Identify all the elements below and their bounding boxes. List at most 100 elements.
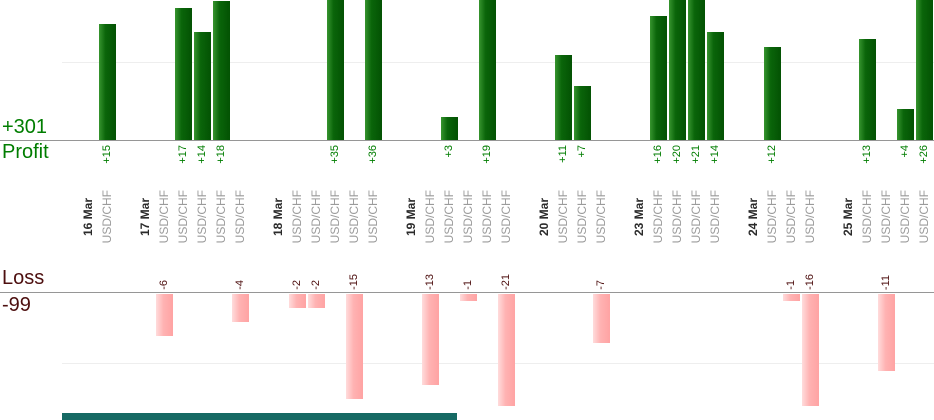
profit-bar <box>688 0 705 140</box>
symbol-label-text: USD/CHF <box>707 190 722 244</box>
symbol-label: USD/CHF <box>763 186 781 248</box>
value-text: -1 <box>461 280 474 290</box>
profit-bar <box>669 0 686 140</box>
profit-axis-line <box>0 140 934 141</box>
value-text: +12 <box>765 145 778 164</box>
symbol-label: USD/CHF <box>801 186 819 248</box>
profit-bar <box>916 0 933 140</box>
symbol-label: USD/CHF <box>573 186 591 248</box>
value-text: +19 <box>480 145 493 164</box>
value-text: -15 <box>347 274 360 290</box>
loss-value-label: -13 <box>421 274 439 290</box>
loss-value-label: -21 <box>497 274 515 290</box>
value-text: +17 <box>176 145 189 164</box>
symbol-label-text: USD/CHF <box>175 190 190 244</box>
symbol-label: USD/CHF <box>459 186 477 248</box>
symbol-label-text: USD/CHF <box>422 190 437 244</box>
symbol-label: USD/CHF <box>212 186 230 248</box>
loss-value-label: -2 <box>288 280 306 290</box>
profit-value-label: +19 <box>478 145 496 164</box>
value-text: +36 <box>366 145 379 164</box>
loss-bar <box>346 294 363 399</box>
symbol-label: USD/CHF <box>478 186 496 248</box>
loss-value-label: -6 <box>155 280 173 290</box>
profit-value-label: +7 <box>573 145 591 158</box>
symbol-label-text: USD/CHF <box>650 190 665 244</box>
profit-bar <box>441 116 458 140</box>
loss-bar <box>156 294 173 336</box>
profit-value-label: +17 <box>174 145 192 164</box>
loss-bar <box>783 294 800 301</box>
date-label-text: 23 Mar <box>631 197 646 237</box>
loss-caption-label: Loss <box>2 267 45 289</box>
value-text: +21 <box>689 145 702 164</box>
symbol-label-text: USD/CHF <box>916 190 931 244</box>
date-label-text: 18 Mar <box>270 197 285 237</box>
date-label-text: 19 Mar <box>403 197 418 237</box>
symbol-label-text: USD/CHF <box>764 190 779 244</box>
loss-value-label: -11 <box>877 275 895 290</box>
symbol-label-text: USD/CHF <box>441 190 456 244</box>
value-text: +7 <box>575 145 588 158</box>
profit-value-label: +14 <box>193 145 211 164</box>
date-label-text: 20 Mar <box>536 197 551 237</box>
value-text: +20 <box>670 145 683 164</box>
bottom-partial-bar <box>62 413 457 420</box>
loss-value-label: -1 <box>459 280 477 290</box>
symbol-label-text: USD/CHF <box>897 190 912 244</box>
value-text: +35 <box>328 145 341 164</box>
value-text: -4 <box>233 280 246 290</box>
value-text: +14 <box>195 145 208 164</box>
value-text: -21 <box>499 274 512 290</box>
profit-bar <box>707 31 724 140</box>
symbol-label-text: USD/CHF <box>327 190 342 244</box>
loss-value-label: -16 <box>801 274 819 290</box>
value-text: -7 <box>594 280 607 290</box>
loss-value-label: -15 <box>345 274 363 290</box>
loss-bar <box>308 294 325 308</box>
profit-value-label: +12 <box>763 145 781 164</box>
date-label-text: 16 Mar <box>80 197 95 237</box>
symbol-label-text: USD/CHF <box>232 190 247 244</box>
symbol-label-text: USD/CHF <box>783 190 798 244</box>
symbol-label-text: USD/CHF <box>213 190 228 244</box>
profit-bar <box>650 16 667 140</box>
value-text: +11 <box>556 145 569 163</box>
symbol-label: USD/CHF <box>592 186 610 248</box>
symbol-label: USD/CHF <box>706 186 724 248</box>
profit-value-label: +3 <box>440 145 458 158</box>
loss-bar <box>289 294 306 308</box>
symbol-label-text: USD/CHF <box>156 190 171 244</box>
value-text: +13 <box>860 145 873 164</box>
profit-value-label: +26 <box>915 145 933 164</box>
profit-value-label: +11 <box>554 145 572 163</box>
date-label: 18 Mar <box>269 186 287 248</box>
profit-value-label: +20 <box>668 145 686 164</box>
value-text: -6 <box>157 280 170 290</box>
date-label: 17 Mar <box>136 186 154 248</box>
symbol-label-text: USD/CHF <box>669 190 684 244</box>
loss-total-label: -99 <box>2 294 31 316</box>
loss-value-label: -1 <box>782 280 800 290</box>
loss-axis-line <box>0 292 934 293</box>
profit-bar <box>365 0 382 140</box>
symbol-label: USD/CHF <box>554 186 572 248</box>
profit-bar <box>194 31 211 140</box>
value-text: +26 <box>917 145 930 164</box>
profit-value-label: +18 <box>212 145 230 164</box>
value-text: +16 <box>651 145 664 164</box>
symbol-label-text: USD/CHF <box>802 190 817 244</box>
symbol-label: USD/CHF <box>687 186 705 248</box>
loss-value-label: -2 <box>307 280 325 290</box>
loss-bar <box>802 294 819 406</box>
symbol-label-text: USD/CHF <box>479 190 494 244</box>
loss-bar <box>593 294 610 343</box>
symbol-label: USD/CHF <box>231 186 249 248</box>
date-label: 20 Mar <box>535 186 553 248</box>
profit-bar <box>479 0 496 140</box>
symbol-label: USD/CHF <box>440 186 458 248</box>
symbol-label-text: USD/CHF <box>593 190 608 244</box>
value-text: +18 <box>214 145 227 164</box>
symbol-label: USD/CHF <box>193 186 211 248</box>
